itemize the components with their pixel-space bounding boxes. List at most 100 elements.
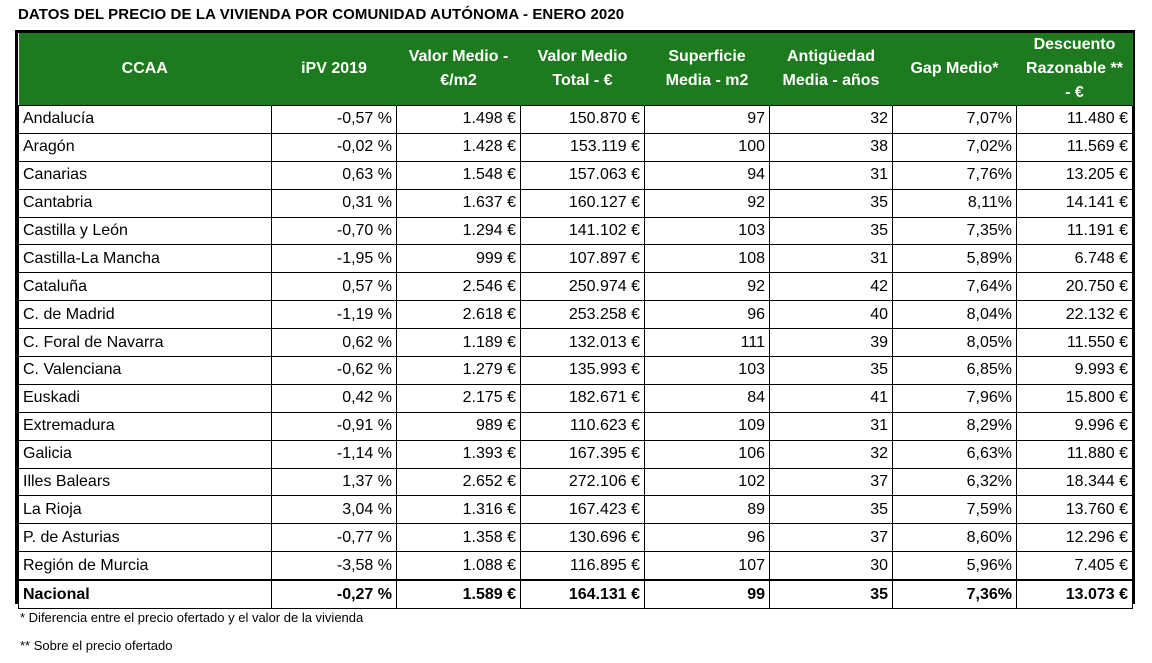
cell-ipv: -1,19 %: [271, 300, 397, 330]
cell-superficie: 103: [644, 356, 770, 385]
cell-superficie: 100: [644, 132, 770, 162]
cell-ccaa: Castilla y León: [18, 216, 272, 246]
cell-antiguedad: 32: [769, 105, 893, 134]
cell-superficie: 94: [644, 160, 770, 190]
cell-descuento: 13.760 €: [1016, 495, 1133, 525]
housing-price-table: CCAA iPV 2019 Valor Medio - €/m2 Valor M…: [18, 33, 1133, 610]
cell-antiguedad: 35: [769, 356, 893, 385]
cell-ipv: 0,63 %: [271, 160, 397, 190]
cell-ipv: -1,14 %: [271, 439, 397, 469]
header-valor-medio-m2: Valor Medio - €/m2: [396, 33, 521, 106]
cell-ipv: 3,04 %: [271, 495, 397, 525]
cell-antiguedad: 39: [769, 328, 893, 358]
cell-valor-m2: 1.189 €: [396, 328, 521, 358]
cell-superficie: 111: [644, 328, 770, 358]
table-row: Andalucía -0,57 % 1.498 €150.870 €97 32 7,07…: [18, 105, 1133, 134]
page-title: DATOS DEL PRECIO DE LA VIVIENDA POR COMU…: [18, 6, 625, 23]
cell-valor-total: 167.423 €: [520, 495, 645, 525]
cell-superficie: 103: [644, 216, 770, 246]
cell-superficie: 99: [644, 579, 770, 610]
cell-gap: 6,85%: [892, 356, 1017, 385]
cell-descuento: 13.073 €: [1016, 579, 1133, 610]
header-descuento-razonable: Descuento Razonable ** - €: [1016, 33, 1133, 106]
cell-superficie: 92: [644, 272, 770, 302]
cell-descuento: 11.550 €: [1016, 328, 1133, 358]
cell-valor-total: 250.974 €: [520, 272, 645, 302]
cell-valor-m2: 1.279 €: [396, 356, 521, 385]
cell-valor-m2: 1.393 €: [396, 439, 521, 469]
cell-valor-total: 116.895 €: [520, 551, 645, 581]
cell-antiguedad: 31: [769, 160, 893, 190]
cell-antiguedad: 35: [769, 216, 893, 246]
cell-ccaa: P. de Asturias: [18, 523, 272, 553]
cell-valor-m2: 2.546 €: [396, 272, 521, 302]
cell-superficie: 89: [644, 495, 770, 525]
cell-superficie: 109: [644, 411, 770, 441]
cell-gap: 6,32%: [892, 467, 1017, 497]
cell-gap: 7,35%: [892, 216, 1017, 246]
cell-ipv: -0,02 %: [271, 132, 397, 162]
cell-gap: 8,05%: [892, 328, 1017, 358]
table-row: Illes Balears 1,37 % 2.652 €272.106 €102 37…: [18, 467, 1133, 497]
cell-descuento: 22.132 €: [1016, 300, 1133, 330]
cell-ipv: -1,95 %: [271, 244, 397, 274]
cell-descuento: 11.569 €: [1016, 132, 1133, 162]
header-ipv-2019: iPV 2019: [271, 33, 397, 106]
cell-descuento: 11.480 €: [1016, 105, 1133, 134]
cell-descuento: 14.141 €: [1016, 188, 1133, 218]
cell-ccaa: Illes Balears: [18, 467, 272, 497]
cell-ipv: -0,27 %: [271, 579, 397, 610]
cell-valor-total: 167.395 €: [520, 439, 645, 469]
cell-antiguedad: 41: [769, 383, 893, 413]
cell-valor-m2: 1.294 €: [396, 216, 521, 246]
cell-valor-total: 157.063 €: [520, 160, 645, 190]
cell-antiguedad: 32: [769, 439, 893, 469]
cell-valor-m2: 999 €: [396, 244, 521, 274]
cell-valor-total: 130.696 €: [520, 523, 645, 553]
cell-antiguedad: 35: [769, 188, 893, 218]
header-superficie-media: Superficie Media - m2: [644, 33, 770, 106]
table-row: C. de Madrid -1,19 % 2.618 €253.258 €96 40 8…: [18, 300, 1133, 330]
table-row: Región de Murcia -3,58 % 1.088 €116.895 €1…: [18, 551, 1133, 581]
cell-valor-m2: 2.652 €: [396, 467, 521, 497]
cell-gap: 8,29%: [892, 411, 1017, 441]
table-row: Galicia -1,14 % 1.393 €167.395 €106 32 6,63%…: [18, 439, 1133, 469]
cell-gap: 7,02%: [892, 132, 1017, 162]
cell-gap: 8,60%: [892, 523, 1017, 553]
table-row: Cantabria 0,31 % 1.637 €160.127 €92 35 8,11%…: [18, 188, 1133, 218]
cell-gap: 7,36%: [892, 579, 1017, 610]
cell-superficie: 106: [644, 439, 770, 469]
cell-ccaa: Aragón: [18, 132, 272, 162]
cell-ccaa: Euskadi: [18, 383, 272, 413]
cell-ipv: -0,62 %: [271, 356, 397, 385]
header-ccaa: CCAA: [18, 33, 272, 106]
cell-descuento: 18.344 €: [1016, 467, 1133, 497]
cell-ccaa: Galicia: [18, 439, 272, 469]
cell-gap: 7,59%: [892, 495, 1017, 525]
cell-antiguedad: 35: [769, 495, 893, 525]
header-valor-medio-total: Valor Medio Total - €: [520, 33, 645, 106]
cell-ccaa: La Rioja: [18, 495, 272, 525]
cell-valor-total: 150.870 €: [520, 105, 645, 134]
table-row: C. Valenciana -0,62 % 1.279 €135.993 €103 3…: [18, 356, 1133, 385]
cell-valor-total: 253.258 €: [520, 300, 645, 330]
header-antiguedad-media: Antigüedad Media - años: [769, 33, 893, 106]
cell-ipv: 1,37 %: [271, 467, 397, 497]
footnote-descuento: ** Sobre el precio ofertado: [20, 638, 173, 653]
table-row: C. Foral de Navarra 0,62 % 1.189 €132.013 …: [18, 328, 1133, 358]
cell-ipv: -0,57 %: [271, 105, 397, 134]
table-row: Aragón -0,02 % 1.428 €153.119 €100 38 7,02% 1…: [18, 132, 1133, 162]
cell-antiguedad: 37: [769, 523, 893, 553]
table-row: Cataluña 0,57 % 2.546 €250.974 €92 42 7,64% 2…: [18, 272, 1133, 302]
cell-valor-m2: 1.548 €: [396, 160, 521, 190]
cell-superficie: 96: [644, 300, 770, 330]
cell-valor-m2: 989 €: [396, 411, 521, 441]
cell-valor-m2: 1.637 €: [396, 188, 521, 218]
cell-superficie: 92: [644, 188, 770, 218]
cell-valor-m2: 1.088 €: [396, 551, 521, 581]
cell-valor-total: 110.623 €: [520, 411, 645, 441]
cell-ccaa: C. Valenciana: [18, 356, 272, 385]
cell-ipv: -0,77 %: [271, 523, 397, 553]
cell-antiguedad: 40: [769, 300, 893, 330]
cell-ipv: 0,31 %: [271, 188, 397, 218]
